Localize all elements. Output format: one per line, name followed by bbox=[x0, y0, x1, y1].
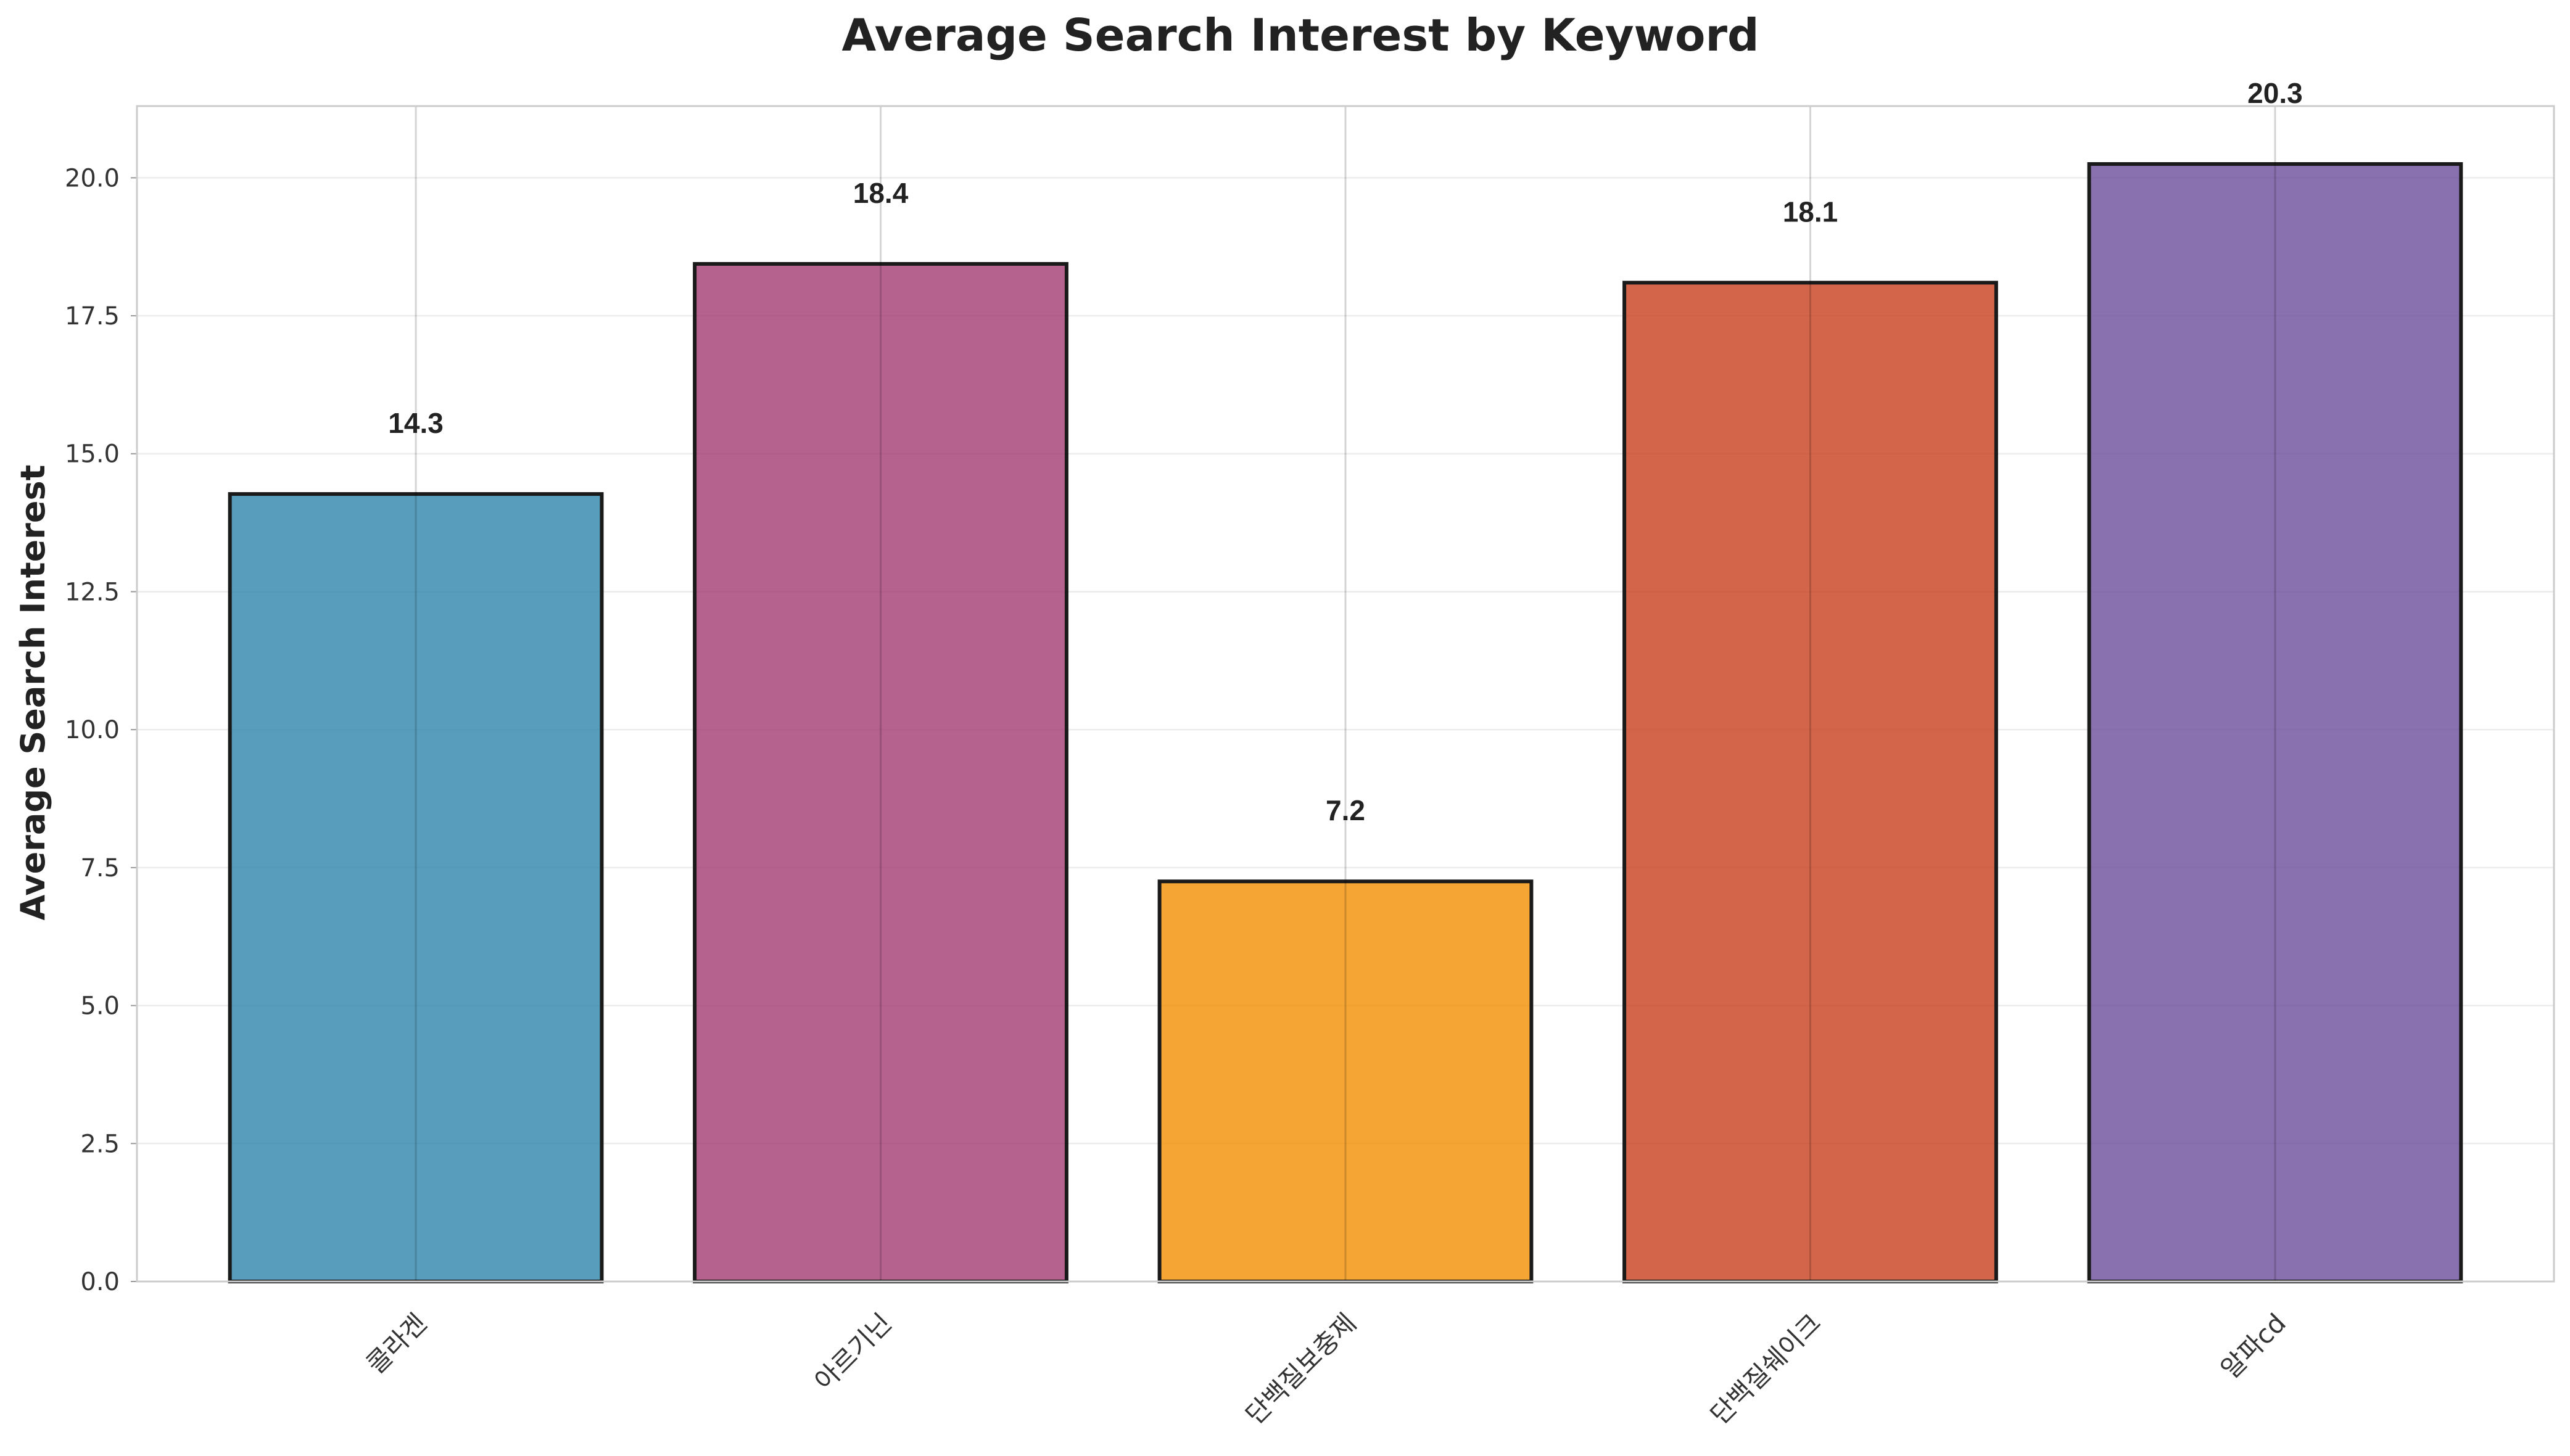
bar bbox=[228, 492, 604, 1283]
y-axis-ticks: 0.0 2.5 5.0 7.5 10.0 12.5 15.0 17.5 20.0 bbox=[65, 164, 137, 1296]
y-tick-label: 5.0 bbox=[80, 992, 120, 1021]
plot-area-frame bbox=[136, 105, 2555, 1283]
y-axis-label: Average Search Interest bbox=[14, 465, 52, 921]
y-tick-label: 17.5 bbox=[65, 302, 120, 331]
y-tick-label: 7.5 bbox=[80, 854, 120, 882]
x-tick-label: 콜라겐 bbox=[361, 1307, 433, 1380]
y-tick-label: 20.0 bbox=[65, 164, 120, 192]
bar-value-label: 14.3 bbox=[388, 407, 444, 439]
y-tick-label: 0.0 bbox=[80, 1268, 120, 1296]
bar-value-label: 18.4 bbox=[853, 177, 909, 209]
x-axis-ticks: 콜라겐 아르기닌 단백질보충제 단백질쉐이크 알파cd bbox=[361, 1307, 2292, 1430]
x-tick-label: 단백질보충제 bbox=[1239, 1307, 1362, 1430]
x-tick-label: 아르기닌 bbox=[809, 1307, 898, 1396]
y-tick-label: 15.0 bbox=[65, 440, 120, 469]
data-labels-group: 14.3 18.4 7.2 18.1 20.3 bbox=[388, 77, 2302, 826]
y-tick-label: 12.5 bbox=[65, 578, 120, 606]
x-tick-label: 알파cd bbox=[2215, 1307, 2292, 1384]
bar-value-label: 18.1 bbox=[1783, 195, 1838, 228]
x-tick-label: 단백질쉐이크 bbox=[1704, 1307, 1827, 1430]
y-tick-label: 2.5 bbox=[80, 1130, 120, 1158]
vertical-gridlines bbox=[415, 106, 2276, 1281]
y-tick-label: 10.0 bbox=[65, 716, 120, 744]
bars-group bbox=[228, 162, 2463, 1284]
bar-value-label: 7.2 bbox=[1326, 794, 1365, 826]
bar-value-label: 20.3 bbox=[2247, 77, 2303, 109]
chart-title: Average Search Interest by Keyword bbox=[841, 9, 1759, 61]
